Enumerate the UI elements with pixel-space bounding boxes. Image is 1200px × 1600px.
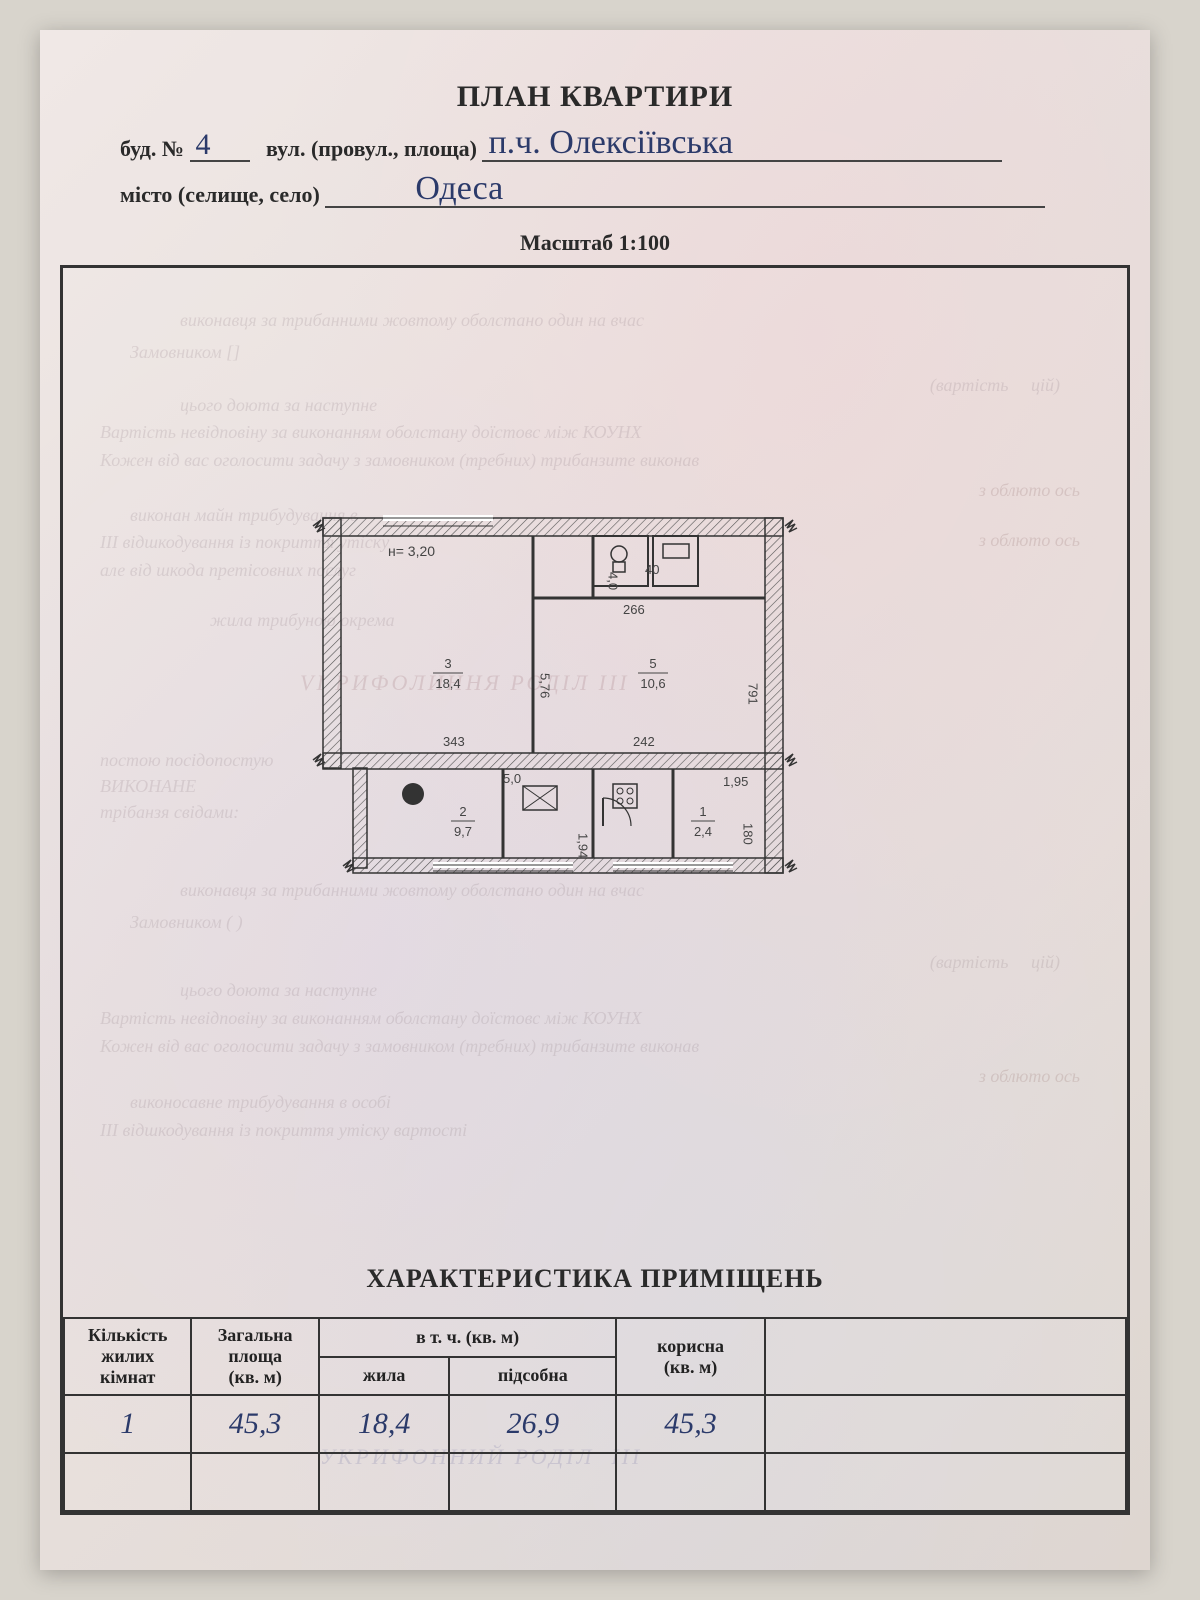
field-street: п.ч. Олексіївська	[482, 134, 1002, 162]
svg-text:180: 180	[741, 823, 756, 845]
value-bldg-no: 4	[196, 128, 211, 162]
th-extra	[765, 1318, 1126, 1395]
table-row: 1 45,3 18,4 26,9 45,3	[64, 1395, 1126, 1453]
main-frame: н= 3,20 4,0 40 266 5,76 791 3 18,4 5 10,…	[60, 265, 1130, 1515]
svg-text:1,95: 1,95	[723, 774, 748, 789]
svg-text:2: 2	[459, 804, 466, 819]
cell-extra	[765, 1395, 1126, 1453]
cell-aux: 26,9	[449, 1395, 616, 1453]
field-city: Одеса	[325, 180, 1045, 208]
cell-living: 18,4	[319, 1395, 450, 1453]
characteristics-table: Кількість жилих кімнат Загальна площа (к…	[63, 1317, 1127, 1512]
cell-rooms: 1	[64, 1395, 191, 1453]
cell-useful: 45,3	[616, 1395, 765, 1453]
svg-text:242: 242	[633, 734, 655, 749]
dim-h: н= 3,20	[388, 543, 435, 559]
svg-text:5,76: 5,76	[538, 673, 553, 698]
label-street: вул. (провул., площа)	[266, 136, 477, 161]
svg-text:4,0: 4,0	[606, 572, 621, 590]
svg-text:40: 40	[645, 562, 659, 577]
svg-text:9,7: 9,7	[454, 824, 472, 839]
floor-plan-svg: н= 3,20 4,0 40 266 5,76 791 3 18,4 5 10,…	[293, 498, 833, 918]
cell-total: 45,3	[191, 1395, 318, 1453]
scale-label: Масштаб 1:100	[40, 230, 1150, 256]
label-bldg: буд. №	[120, 136, 184, 161]
svg-text:10,6: 10,6	[640, 676, 665, 691]
th-living: жила	[319, 1357, 450, 1396]
label-city: місто (селище, село)	[120, 182, 320, 207]
svg-text:343: 343	[443, 734, 465, 749]
svg-text:5,0: 5,0	[503, 771, 521, 786]
th-group: в т. ч. (кв. м)	[319, 1318, 616, 1357]
table-row-empty	[64, 1453, 1126, 1511]
th-useful: корисна (кв. м)	[616, 1318, 765, 1395]
th-aux: підсобна	[449, 1357, 616, 1396]
th-total: Загальна площа (кв. м)	[191, 1318, 318, 1395]
char-title: ХАРАКТЕРИСТИКА ПРИМІЩЕНЬ	[63, 1264, 1127, 1294]
svg-text:2,4: 2,4	[694, 824, 712, 839]
svg-text:1,94: 1,94	[576, 833, 591, 858]
document-title: ПЛАН КВАРТИРИ	[40, 80, 1150, 114]
value-city: Одеса	[415, 170, 503, 208]
svg-text:3: 3	[444, 656, 451, 671]
svg-text:1: 1	[699, 804, 706, 819]
document-page: виконавця за трибанними жовтому оболстан…	[40, 30, 1150, 1570]
svg-text:18,4: 18,4	[435, 676, 460, 691]
svg-text:791: 791	[746, 683, 761, 705]
svg-text:266: 266	[623, 602, 645, 617]
th-rooms: Кількість жилих кімнат	[64, 1318, 191, 1395]
value-street: п.ч. Олексіївська	[488, 124, 733, 162]
svg-text:5: 5	[649, 656, 656, 671]
field-bldg-no: 4	[190, 134, 250, 162]
address-row-2: місто (селище, село) Одеса	[120, 180, 1090, 208]
address-row-1: буд. № 4 вул. (провул., площа) п.ч. Олек…	[120, 134, 1090, 162]
floor-plan: н= 3,20 4,0 40 266 5,76 791 3 18,4 5 10,…	[293, 498, 833, 918]
